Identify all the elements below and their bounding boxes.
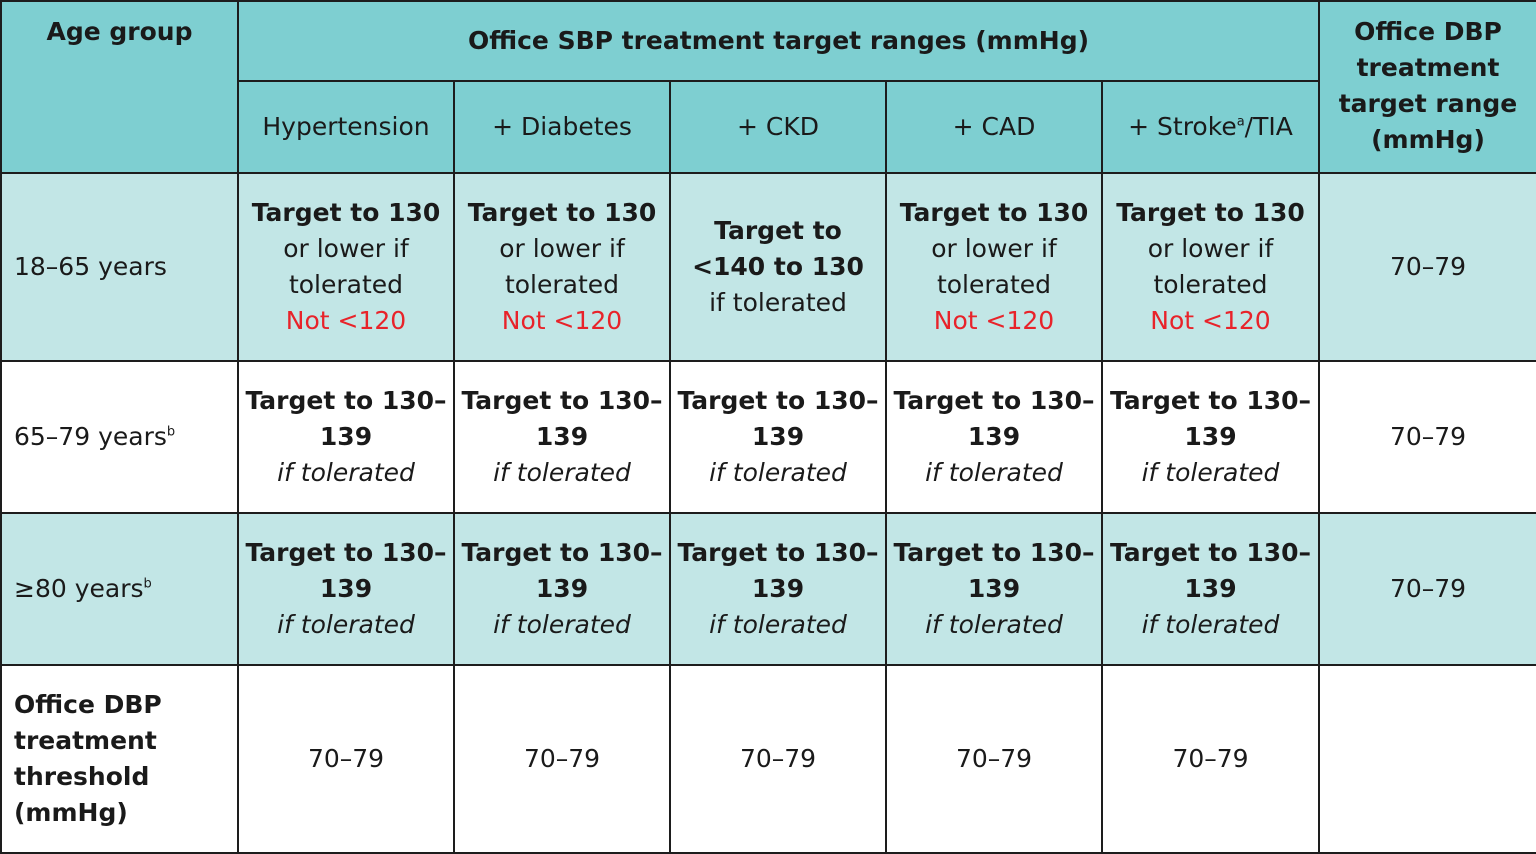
warning-text: Not <120 bbox=[933, 306, 1055, 335]
sbp-targets-header: Office SBP treatment target ranges (mmHg… bbox=[237, 0, 1320, 82]
target-cell: Target to 130–139 if tolerated bbox=[1101, 360, 1320, 514]
dbp-target-cell: 70–79 bbox=[1318, 360, 1536, 514]
warning-text: Not <120 bbox=[1150, 306, 1271, 335]
age-cell: 18–65 years bbox=[0, 172, 239, 362]
target-cell: Target to 130–139 if tolerated bbox=[237, 512, 455, 666]
threshold-cell: 70–79 bbox=[237, 664, 455, 854]
target-cell: Target to 130–139 if tolerated bbox=[669, 512, 887, 666]
target-cell: Target to 130–139 if tolerated bbox=[453, 512, 671, 666]
dbp-target-cell: 70–79 bbox=[1318, 172, 1536, 362]
threshold-cell: 70–79 bbox=[669, 664, 887, 854]
target-cell: Target to 130 or lower if tolerated Not <1… bbox=[453, 172, 671, 362]
target-cell: Target to 130 or lower if tolerated Not <1… bbox=[237, 172, 455, 362]
condition-header-diabetes: + Diabetes bbox=[453, 80, 671, 174]
age-group-header: Age group bbox=[0, 0, 239, 174]
target-cell: Target to 130 or lower if tolerated Not <1… bbox=[885, 172, 1103, 362]
threshold-cell: 70–79 bbox=[453, 664, 671, 854]
warning-text: Not <120 bbox=[501, 306, 623, 335]
condition-header-hypertension: Hypertension bbox=[237, 80, 455, 174]
dbp-threshold-label: Office DBP treatment threshold (mmHg) bbox=[0, 664, 239, 854]
condition-header-stroke: + Strokea/TIA bbox=[1101, 80, 1320, 174]
target-cell: Target to <140 to 130 if tolerated bbox=[669, 172, 887, 362]
dbp-target-header: Office DBP treatment target range (mmHg) bbox=[1318, 0, 1536, 174]
age-cell: 65–79 yearsb bbox=[0, 360, 239, 514]
threshold-cell: 70–79 bbox=[1101, 664, 1320, 854]
condition-header-cad: + CAD bbox=[885, 80, 1103, 174]
target-cell: Target to 130–139 if tolerated bbox=[885, 360, 1103, 514]
age-cell: ≥80 yearsb bbox=[0, 512, 239, 666]
target-cell: Target to 130–139 if tolerated bbox=[885, 512, 1103, 666]
target-cell: Target to 130–139 if tolerated bbox=[453, 360, 671, 514]
target-cell: Target to 130 or lower if tolerated Not <1… bbox=[1101, 172, 1320, 362]
warning-text: Not <120 bbox=[285, 306, 407, 335]
dbp-target-cell: 70–79 bbox=[1318, 512, 1536, 666]
threshold-empty-cell bbox=[1318, 664, 1536, 854]
condition-header-ckd: + CKD bbox=[669, 80, 887, 174]
footnote-marker: a bbox=[1236, 114, 1245, 130]
target-cell: Target to 130–139 if tolerated bbox=[237, 360, 455, 514]
target-cell: Target to 130–139 if tolerated bbox=[1101, 512, 1320, 666]
target-cell: Target to 130–139 if tolerated bbox=[669, 360, 887, 514]
threshold-cell: 70–79 bbox=[885, 664, 1103, 854]
